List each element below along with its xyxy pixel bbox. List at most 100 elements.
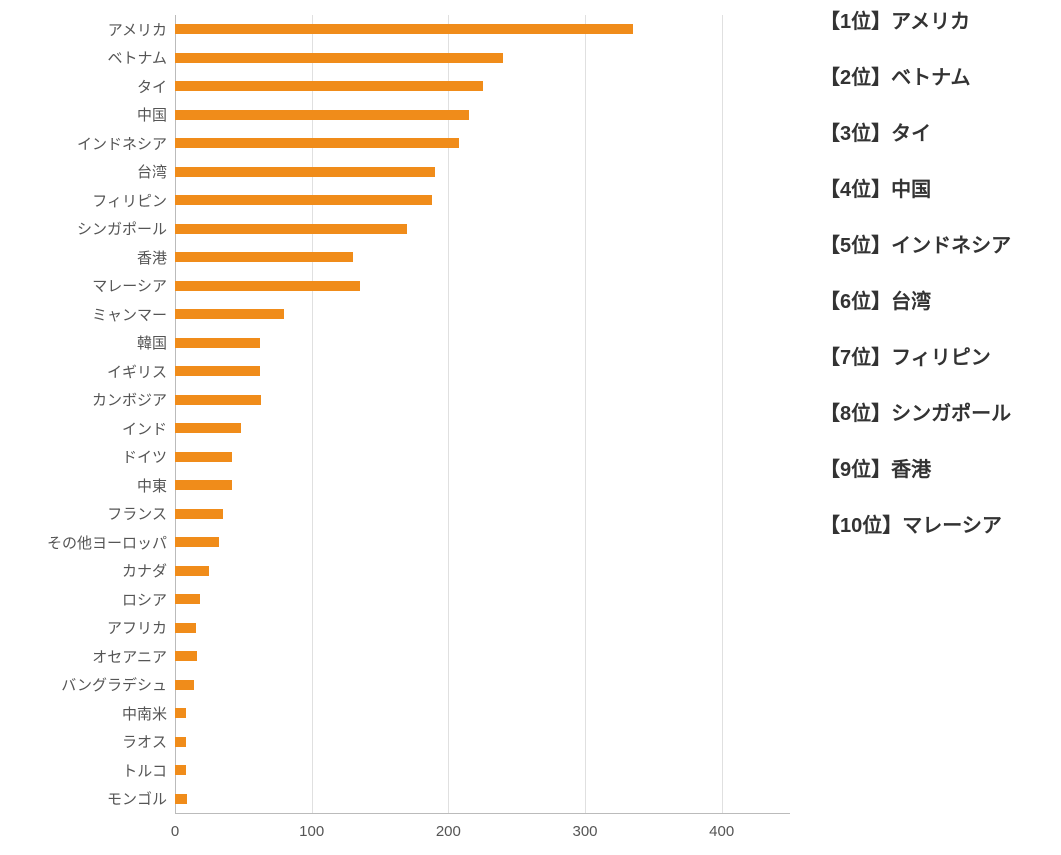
bar-track bbox=[175, 471, 800, 500]
bar bbox=[175, 509, 223, 519]
bar-track bbox=[175, 44, 800, 73]
y-axis-label: インド bbox=[0, 418, 175, 439]
bar-track bbox=[175, 386, 800, 415]
chart-row: カンボジア bbox=[0, 386, 800, 415]
bar bbox=[175, 167, 435, 177]
bar bbox=[175, 366, 260, 376]
bar-track bbox=[175, 699, 800, 728]
bar bbox=[175, 423, 241, 433]
chart-row: マレーシア bbox=[0, 272, 800, 301]
y-axis-label: その他ヨーロッパ bbox=[0, 532, 175, 553]
chart-row: イギリス bbox=[0, 357, 800, 386]
bar-track bbox=[175, 414, 800, 443]
chart-row: オセアニア bbox=[0, 642, 800, 671]
bar bbox=[175, 594, 200, 604]
x-axis-tick: 400 bbox=[709, 823, 734, 840]
bar-track bbox=[175, 671, 800, 700]
bar bbox=[175, 537, 219, 547]
ranking-list: 【1位】アメリカ【2位】ベトナム【3位】タイ【4位】中国【5位】インドネシア【6… bbox=[800, 0, 1061, 855]
bar bbox=[175, 53, 503, 63]
bar bbox=[175, 765, 186, 775]
y-axis-label: ラオス bbox=[0, 731, 175, 752]
y-axis-label: 韓国 bbox=[0, 332, 175, 353]
bar-track bbox=[175, 129, 800, 158]
chart-row: インドネシア bbox=[0, 129, 800, 158]
x-axis-tick: 0 bbox=[171, 823, 179, 840]
bar bbox=[175, 566, 209, 576]
y-axis-label: タイ bbox=[0, 76, 175, 97]
bar bbox=[175, 252, 353, 262]
bar bbox=[175, 623, 196, 633]
bar bbox=[175, 281, 360, 291]
ranking-item: 【8位】シンガポール bbox=[820, 397, 1061, 426]
bar bbox=[175, 224, 407, 234]
ranking-item: 【9位】香港 bbox=[820, 453, 1061, 482]
chart-area: アメリカベトナムタイ中国インドネシア台湾フィリピンシンガポール香港マレーシアミャ… bbox=[0, 0, 800, 855]
chart-row: シンガポール bbox=[0, 215, 800, 244]
bar-track bbox=[175, 500, 800, 529]
bar-track bbox=[175, 557, 800, 586]
chart-row: 中国 bbox=[0, 101, 800, 130]
bar-track bbox=[175, 642, 800, 671]
chart-row: 台湾 bbox=[0, 158, 800, 187]
y-axis-label: ドイツ bbox=[0, 446, 175, 467]
bar bbox=[175, 680, 194, 690]
x-axis-tick: 200 bbox=[436, 823, 461, 840]
chart-row: ドイツ bbox=[0, 443, 800, 472]
bar-track bbox=[175, 728, 800, 757]
y-axis-label: 台湾 bbox=[0, 161, 175, 182]
ranking-item: 【2位】ベトナム bbox=[820, 61, 1061, 90]
y-axis-label: ロシア bbox=[0, 589, 175, 610]
y-axis-label: マレーシア bbox=[0, 275, 175, 296]
bar-track bbox=[175, 186, 800, 215]
y-axis-label: アメリカ bbox=[0, 19, 175, 40]
chart-row: その他ヨーロッパ bbox=[0, 528, 800, 557]
chart-row: 香港 bbox=[0, 243, 800, 272]
bar-track bbox=[175, 357, 800, 386]
bar-track bbox=[175, 158, 800, 187]
y-axis-label: フィリピン bbox=[0, 190, 175, 211]
y-axis-label: 中東 bbox=[0, 475, 175, 496]
chart-row: フランス bbox=[0, 500, 800, 529]
ranking-item: 【1位】アメリカ bbox=[820, 5, 1061, 34]
bar bbox=[175, 395, 261, 405]
bar-track bbox=[175, 528, 800, 557]
bar-track bbox=[175, 785, 800, 814]
y-axis-label: オセアニア bbox=[0, 646, 175, 667]
bar-track bbox=[175, 215, 800, 244]
chart-row: アフリカ bbox=[0, 614, 800, 643]
y-axis-label: モンゴル bbox=[0, 788, 175, 809]
bar bbox=[175, 338, 260, 348]
chart-row: カナダ bbox=[0, 557, 800, 586]
bar bbox=[175, 452, 232, 462]
y-axis-label: バングラデシュ bbox=[0, 674, 175, 695]
chart-row: 韓国 bbox=[0, 329, 800, 358]
bar bbox=[175, 708, 186, 718]
bar-track bbox=[175, 243, 800, 272]
y-axis-label: シンガポール bbox=[0, 218, 175, 239]
ranking-item: 【7位】フィリピン bbox=[820, 341, 1061, 370]
chart-row: バングラデシュ bbox=[0, 671, 800, 700]
bar bbox=[175, 309, 284, 319]
bar bbox=[175, 81, 483, 91]
chart-row: ロシア bbox=[0, 585, 800, 614]
bar bbox=[175, 24, 633, 34]
ranking-item: 【3位】タイ bbox=[820, 117, 1061, 146]
y-axis-label: 中国 bbox=[0, 104, 175, 125]
chart-row: トルコ bbox=[0, 756, 800, 785]
chart-row: モンゴル bbox=[0, 785, 800, 814]
ranking-item: 【5位】インドネシア bbox=[820, 229, 1061, 258]
bar-track bbox=[175, 72, 800, 101]
y-axis-label: フランス bbox=[0, 503, 175, 524]
bar-track bbox=[175, 300, 800, 329]
bar-track bbox=[175, 614, 800, 643]
bar bbox=[175, 480, 232, 490]
ranking-item: 【6位】台湾 bbox=[820, 285, 1061, 314]
y-axis-label: ベトナム bbox=[0, 47, 175, 68]
bar bbox=[175, 138, 459, 148]
y-axis-label: 香港 bbox=[0, 247, 175, 268]
x-axis: 0100200300400 bbox=[175, 818, 790, 848]
y-axis-label: イギリス bbox=[0, 361, 175, 382]
chart-row: ミャンマー bbox=[0, 300, 800, 329]
bar bbox=[175, 737, 186, 747]
